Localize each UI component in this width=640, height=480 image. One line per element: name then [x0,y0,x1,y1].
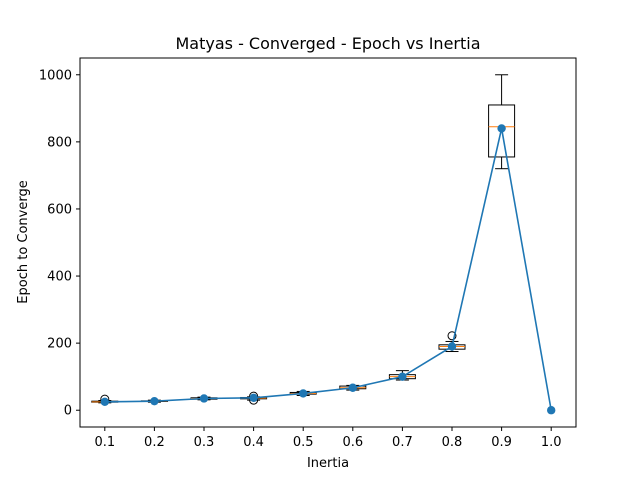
series-point-0-6 [348,383,357,392]
y-tick-label: 200 [47,337,72,352]
y-axis-label: Epoch to Converge [16,180,31,303]
series-point-0-7 [398,372,407,381]
series-point-0-1 [100,397,110,407]
box-0-8-flier-0 [447,331,457,341]
series-point-0-8 [447,342,457,351]
chart-title: Matyas - Converged - Epoch vs Inertia [175,34,480,53]
y-tick-label: 800 [47,135,72,150]
series-point-0-9 [497,124,506,133]
x-tick-label: 0.1 [94,435,115,450]
x-tick-label: 0.6 [342,435,363,450]
series-point-0-2 [150,396,159,406]
series-point-1 [547,406,556,415]
y-tick-label: 0 [64,404,72,419]
x-tick-label: 0.8 [442,435,463,450]
axes: 0.1 0.2 0.3 0.4 0.5 0.6 0.7 0.8 0.9 1.0 0 200 400 600… [39,68,562,450]
plot-area [91,74,556,415]
x-tick-label: 0.4 [243,435,264,450]
axes-frame [79,57,577,428]
series-point-0-5 [299,389,308,398]
series-point-0-4 [249,393,258,403]
y-tick-label: 600 [47,202,72,217]
y-tick-label: 400 [47,270,72,285]
x-tick-label: 1.0 [541,435,562,450]
x-axis-label: Inertia [307,456,349,471]
x-tick-label: 0.5 [293,435,314,450]
x-tick-label: 0.7 [392,435,413,450]
series-line [104,128,552,411]
box-0-9-body [488,104,516,158]
x-tick-label: 0.2 [144,435,165,450]
y-tick-label: 1000 [39,68,72,83]
x-tick-label: 0.9 [491,435,512,450]
x-tick-label: 0.3 [194,435,215,450]
series-point-0-3 [199,394,209,403]
